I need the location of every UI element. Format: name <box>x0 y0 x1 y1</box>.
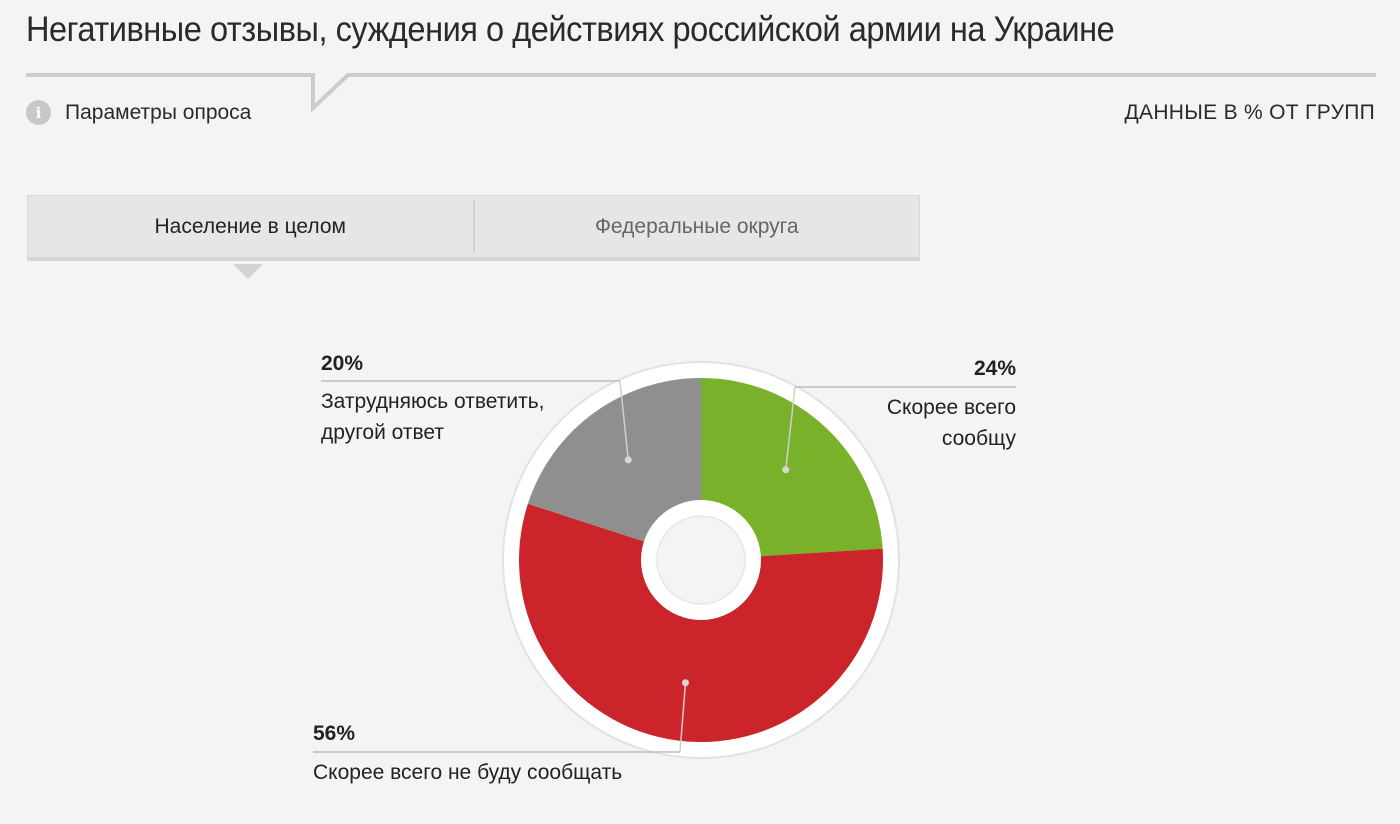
tab-federal-districts[interactable]: Федеральные округа <box>594 214 799 238</box>
tab-bar: Население в целом Федеральные округа <box>27 195 920 261</box>
survey-params-label: Параметры опроса <box>65 100 252 124</box>
tab-population-overall[interactable]: Население в целом <box>154 214 346 238</box>
title-divider <box>26 73 1376 113</box>
data-label-pct-1: 24% <box>974 357 1016 380</box>
data-label-text-1-2: сообщу <box>942 427 1017 450</box>
leader-dot-1 <box>782 466 790 474</box>
data-label-text-3-1: Затрудняюсь ответить, <box>321 390 545 413</box>
leader-line-3 <box>619 380 630 460</box>
donut-center <box>656 515 746 605</box>
data-label-text-1-1: Скорее всего <box>887 396 1016 419</box>
page-title: Негативные отзывы, суждения о действиях … <box>26 10 1115 49</box>
slice-3 <box>527 378 701 560</box>
survey-params-link[interactable]: i Параметры опроса <box>26 100 251 125</box>
slice-2 <box>519 503 883 742</box>
info-icon: i <box>26 100 51 125</box>
leader-dot-2 <box>681 679 689 687</box>
leader-line-1 <box>784 386 796 470</box>
units-note: ДАННЫЕ В % ОТ ГРУПП <box>1124 101 1375 124</box>
data-label-text-2-1: Скорее всего не буду сообщать <box>313 761 622 784</box>
tab-separator <box>472 200 475 253</box>
leader-line-2 <box>679 682 687 753</box>
data-label-pct-2: 56% <box>313 722 355 745</box>
leader-dot-3 <box>624 456 632 464</box>
data-label-text-3-2: другой ответ <box>321 421 444 444</box>
active-tab-pointer <box>233 264 263 279</box>
data-label-pct-3: 20% <box>321 352 363 375</box>
slice-1 <box>701 378 883 560</box>
